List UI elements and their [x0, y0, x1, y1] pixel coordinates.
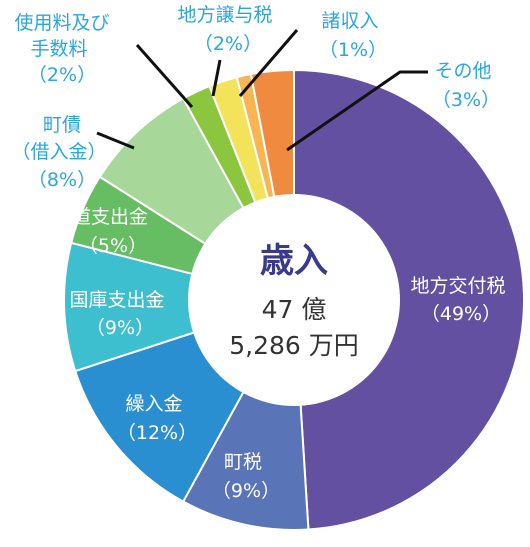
center-hole: [188, 194, 400, 406]
leader-shiyoryo: [135, 44, 194, 108]
leader-shoshunyu: [238, 29, 299, 97]
label-do-shishutsukin: 道支出金 （5%）: [72, 206, 154, 257]
label-do-shishutsukin-pct: （5%）: [79, 235, 147, 257]
label-kuriirekin-name: 繰入金: [125, 393, 182, 415]
label-shiyoryo-pct: （2%）: [28, 64, 96, 86]
center-amount-line1: 47 億: [262, 295, 327, 324]
center-title: 歳入: [260, 241, 328, 281]
label-choze-name: 町税: [224, 451, 262, 473]
label-choze: 町税 （9%）: [212, 451, 280, 502]
label-chiho-joyozei-name: 地方譲与税: [177, 4, 272, 26]
label-chiho-joyozei: 地方譲与税 （2%）: [177, 4, 278, 55]
label-kuriirekin-pct: （12%）: [117, 422, 197, 444]
label-kokko-shishutsukin-name: 国庫支出金: [69, 289, 164, 311]
leader-sonota: [286, 70, 428, 152]
label-chosai-pct: （8%）: [28, 169, 96, 191]
label-chiho-kofuzei-name: 地方交付税: [410, 275, 505, 297]
label-kuriirekin: 繰入金 （12%）: [117, 393, 197, 444]
label-chiho-kofuzei-pct: （49%）: [421, 303, 501, 325]
leader-chosai: [96, 131, 135, 150]
slice-3: [63, 241, 298, 373]
slice-0: [293, 68, 525, 531]
label-shoshunyu-name: 諸収入: [321, 10, 378, 32]
label-chosai: 町債（借入金） （8%）: [11, 114, 112, 191]
label-shiyoryo: 使用料及び手数料 （2%）: [14, 12, 109, 86]
label-choze-pct: （9%）: [212, 480, 280, 502]
label-shoshunyu-pct: （1%）: [319, 39, 387, 61]
label-sonota: その他 （3%）: [432, 60, 500, 111]
label-kokko-shishutsukin-pct: （9%）: [86, 317, 154, 339]
label-shiyoryo-name: 使用料及び手数料: [14, 12, 109, 60]
label-sonota-name: その他: [434, 60, 491, 82]
center-amount-line2: 5,286 万円: [229, 331, 359, 360]
label-chosai-name: 町債（借入金）: [11, 114, 106, 163]
label-do-shishutsukin-name: 道支出金: [72, 206, 148, 228]
label-sonota-pct: （3%）: [432, 89, 500, 111]
leader-chiho-joyozei: [211, 59, 222, 97]
label-chiho-joyozei-pct: （2%）: [194, 33, 262, 55]
label-shoshunyu: 諸収入 （1%）: [319, 10, 387, 61]
label-chiho-kofuzei: 地方交付税 （49%）: [410, 275, 511, 325]
label-kokko-shishutsukin: 国庫支出金 （9%）: [69, 289, 170, 339]
